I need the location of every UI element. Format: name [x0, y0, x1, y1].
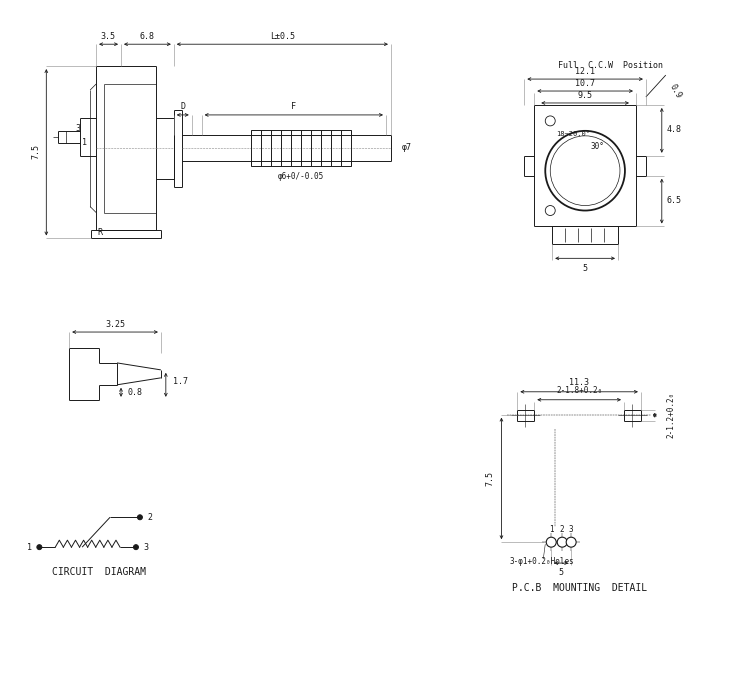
Text: 1: 1	[549, 525, 553, 534]
Text: 3: 3	[76, 124, 81, 133]
Text: 5: 5	[583, 264, 588, 273]
Text: 30°: 30°	[590, 143, 604, 151]
Text: 2-1.8+0.2₀: 2-1.8+0.2₀	[556, 386, 603, 395]
Circle shape	[545, 206, 555, 215]
Circle shape	[545, 116, 555, 126]
Text: 3-φ1+0.2₀Holes: 3-φ1+0.2₀Holes	[509, 557, 574, 566]
Text: 1: 1	[81, 139, 87, 147]
Text: φ7: φ7	[401, 143, 412, 152]
Text: 4.8: 4.8	[666, 126, 681, 134]
Text: 12.1: 12.1	[575, 67, 595, 75]
Circle shape	[545, 131, 625, 210]
Text: 2: 2	[560, 525, 564, 534]
Text: 9.5: 9.5	[578, 90, 592, 100]
Text: D: D	[181, 103, 185, 111]
Text: 1.7: 1.7	[173, 378, 188, 386]
Text: 3.25: 3.25	[105, 320, 125, 329]
Text: 7.5: 7.5	[485, 471, 494, 486]
Text: L±0.5: L±0.5	[270, 32, 295, 41]
Text: 6.5: 6.5	[666, 196, 681, 205]
Text: 2-1.2+0.2₀: 2-1.2+0.2₀	[666, 392, 675, 438]
Text: 18~20.0°: 18~20.0°	[556, 131, 590, 137]
Text: R: R	[98, 228, 103, 237]
Circle shape	[546, 537, 556, 547]
Text: P.C.B  MOUNTING  DETAIL: P.C.B MOUNTING DETAIL	[512, 583, 647, 593]
Text: F: F	[291, 103, 296, 111]
Text: Full  C.C.W  Position: Full C.C.W Position	[558, 60, 663, 70]
Circle shape	[557, 537, 567, 547]
Text: 7.5: 7.5	[32, 144, 41, 160]
Text: CIRCUIT  DIAGRAM: CIRCUIT DIAGRAM	[52, 567, 146, 577]
Circle shape	[137, 515, 142, 519]
Text: 3: 3	[143, 543, 148, 551]
Text: 1: 1	[27, 543, 32, 551]
Text: 6.8: 6.8	[139, 32, 154, 41]
Text: 3: 3	[569, 525, 573, 534]
Text: 0.9: 0.9	[668, 82, 683, 100]
Text: 5: 5	[559, 568, 564, 576]
Text: 10.7: 10.7	[575, 79, 595, 88]
Circle shape	[37, 545, 42, 549]
Circle shape	[566, 537, 576, 547]
Text: φ6+0/-0.05: φ6+0/-0.05	[278, 172, 324, 181]
Text: 2: 2	[148, 513, 153, 521]
Text: 3.5: 3.5	[101, 32, 115, 41]
Text: 11.3: 11.3	[569, 378, 589, 387]
Circle shape	[134, 545, 139, 549]
Text: 0.8: 0.8	[128, 388, 142, 397]
Circle shape	[550, 136, 620, 206]
